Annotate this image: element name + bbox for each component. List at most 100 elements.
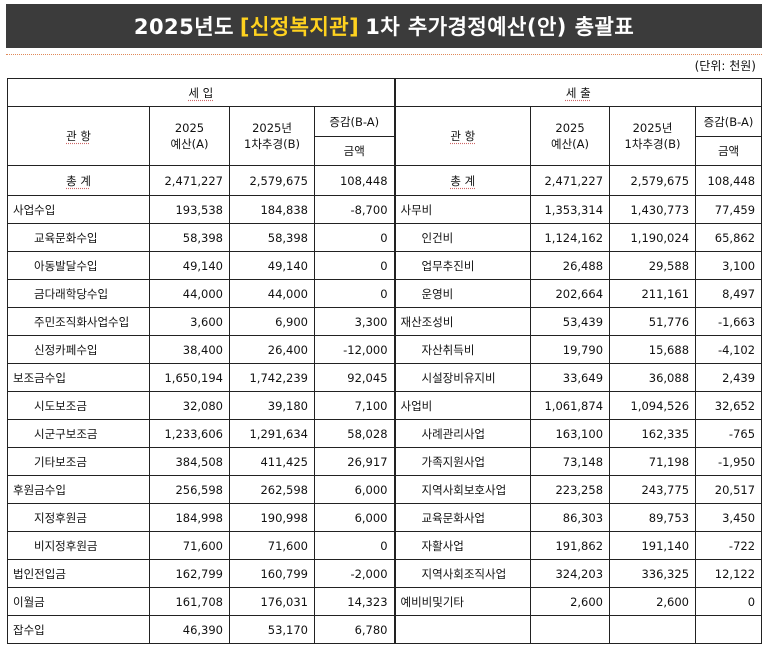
income-item-value: 411,425	[229, 447, 315, 476]
expense-item-value: 8,497	[695, 279, 763, 308]
income-item-value: 26,917	[313, 447, 396, 476]
expense-item-value: 33,649	[530, 363, 611, 392]
expense-item-value: 163,100	[530, 419, 611, 448]
table-row: 법인전입금 162,799 160,799 -2,000 지역사회조직사업 324,203…	[7, 559, 763, 588]
expense-item-value: 32,652	[695, 391, 763, 420]
expense-total-supp: 2,579,675	[609, 165, 697, 196]
expense-item-value: 20,517	[695, 475, 763, 504]
income-item-value: 71,600	[229, 531, 315, 560]
income-item-value: 92,045	[313, 363, 396, 392]
expense-item-value: 73,148	[530, 447, 611, 476]
income-item-label: 기타보조금	[7, 447, 150, 476]
expense-section-header: 세 출	[393, 78, 763, 107]
table-row: 기타보조금 384,508 411,425 26,917 가족지원사업 73,148 71,…	[7, 447, 763, 476]
total-row: 총 계 2,471,227 2,579,675 108,448 총 계 2,47…	[7, 165, 763, 196]
table-row: 교육문화수입 58,398 58,398 0 인건비 1,124,162 1,190,024…	[7, 223, 763, 252]
expense-item-value: -4,102	[695, 335, 763, 364]
income-item-value: 0	[313, 531, 396, 560]
income-budget-header: 2025 예산(A)	[149, 106, 230, 166]
table-row: 후원금수입 256,598 262,598 6,000 지역사회보호사업 223,258 2…	[7, 475, 763, 504]
expense-item-value: 191,140	[609, 531, 697, 560]
income-item-value: 26,400	[229, 335, 315, 364]
expense-item-label: 인건비	[393, 223, 532, 252]
expense-item-label: 운영비	[393, 279, 532, 308]
expense-item-value: -1,663	[695, 307, 763, 336]
income-item-value: -8,700	[313, 195, 396, 224]
expense-item-value: 223,258	[530, 475, 611, 504]
income-item-value: 1,650,194	[149, 363, 230, 392]
income-item-label: 잡수입	[7, 615, 150, 644]
expense-item-value: 211,161	[609, 279, 697, 308]
unit-label: (단위: 천원)	[694, 59, 756, 73]
income-total-label: 총 계	[7, 165, 150, 196]
expense-item-value: 36,088	[609, 363, 697, 392]
expense-item-value	[609, 615, 697, 644]
expense-item-value: -1,950	[695, 447, 763, 476]
expense-item-value: -765	[695, 419, 763, 448]
table-row: 지정후원금 184,998 190,998 6,000 교육문화사업 86,303 89,7…	[7, 503, 763, 532]
income-item-label: 후원금수입	[7, 475, 150, 504]
income-item-value: -2,000	[313, 559, 396, 588]
title-org: [신정복지관]	[239, 15, 360, 39]
income-item-value: -12,000	[313, 335, 396, 364]
income-total-budget: 2,471,227	[149, 165, 230, 196]
expense-item-label: 업무추진비	[393, 251, 532, 280]
expense-amount-header: 금액	[695, 136, 763, 166]
expense-item-label: 사무비	[393, 195, 532, 224]
table-row: 비지정후원금 71,600 71,600 0 자활사업 191,862 191,140 -72…	[7, 531, 763, 560]
expense-item-value: 0	[695, 587, 763, 616]
income-item-label: 아동발달수입	[7, 251, 150, 280]
income-item-label: 교육문화수입	[7, 223, 150, 252]
table-row: 시도보조금 32,080 39,180 7,100 사업비 1,061,874 1,094,…	[7, 391, 763, 420]
income-item-value: 6,900	[229, 307, 315, 336]
income-item-value: 0	[313, 223, 396, 252]
income-item-value: 39,180	[229, 391, 315, 420]
expense-budget-header: 2025 예산(A)	[530, 106, 611, 166]
table-row: 시군구보조금 1,233,606 1,291,634 58,028 사례관리사업 163,…	[7, 419, 763, 448]
income-item-value: 71,600	[149, 531, 230, 560]
expense-item-label: 교육문화사업	[393, 503, 532, 532]
income-item-label: 이월금	[7, 587, 150, 616]
table-row: 보조금수입 1,650,194 1,742,239 92,045 시설장비유지비 33,6…	[7, 363, 763, 392]
expense-item-value: 89,753	[609, 503, 697, 532]
income-item-label: 금다래학당수입	[7, 279, 150, 308]
income-total-diff: 108,448	[313, 165, 396, 196]
income-item-value: 46,390	[149, 615, 230, 644]
income-item-value: 32,080	[149, 391, 230, 420]
income-item-value: 3,600	[149, 307, 230, 336]
expense-item-value: 191,862	[530, 531, 611, 560]
expense-item-label: 시설장비유지비	[393, 363, 532, 392]
income-section-header: 세 입	[6, 78, 396, 107]
income-item-value: 1,291,634	[229, 419, 315, 448]
income-item-label: 법인전입금	[7, 559, 150, 588]
income-item-value: 0	[313, 251, 396, 280]
income-item-value: 53,170	[229, 615, 315, 644]
income-item-value: 0	[313, 279, 396, 308]
expense-item-label: 자활사업	[393, 531, 532, 560]
income-item-value: 1,233,606	[149, 419, 230, 448]
income-item-label: 시군구보조금	[7, 419, 150, 448]
expense-item-value: 65,862	[695, 223, 763, 252]
income-item-value: 190,998	[229, 503, 315, 532]
income-item-value: 1,742,239	[229, 363, 315, 392]
income-item-value: 176,031	[229, 587, 315, 616]
income-item-value: 49,140	[149, 251, 230, 280]
table-row: 사업수입 193,538 184,838 -8,700 사무비 1,353,314 1,43…	[7, 195, 763, 224]
income-item-value: 49,140	[229, 251, 315, 280]
income-item-value: 193,538	[149, 195, 230, 224]
expense-item-label: 사례관리사업	[393, 419, 532, 448]
income-item-value: 256,598	[149, 475, 230, 504]
expense-total-label: 총 계	[393, 165, 532, 196]
income-item-value: 14,323	[313, 587, 396, 616]
expense-item-label: 예비비및기타	[393, 587, 532, 616]
income-item-value: 184,838	[229, 195, 315, 224]
expense-item-label: 자산취득비	[393, 335, 532, 364]
budget-summary-table: 세 입 세 출 관 항 2025 예산(A) 2025년 1차추경(B) 증감(…	[6, 78, 763, 644]
expense-item-value: 202,664	[530, 279, 611, 308]
income-amount-header: 금액	[313, 136, 396, 166]
income-item-label: 보조금수입	[7, 363, 150, 392]
income-item-value: 58,028	[313, 419, 396, 448]
income-item-value: 162,799	[149, 559, 230, 588]
expense-item-value: 243,775	[609, 475, 697, 504]
expense-item-value: 1,430,773	[609, 195, 697, 224]
